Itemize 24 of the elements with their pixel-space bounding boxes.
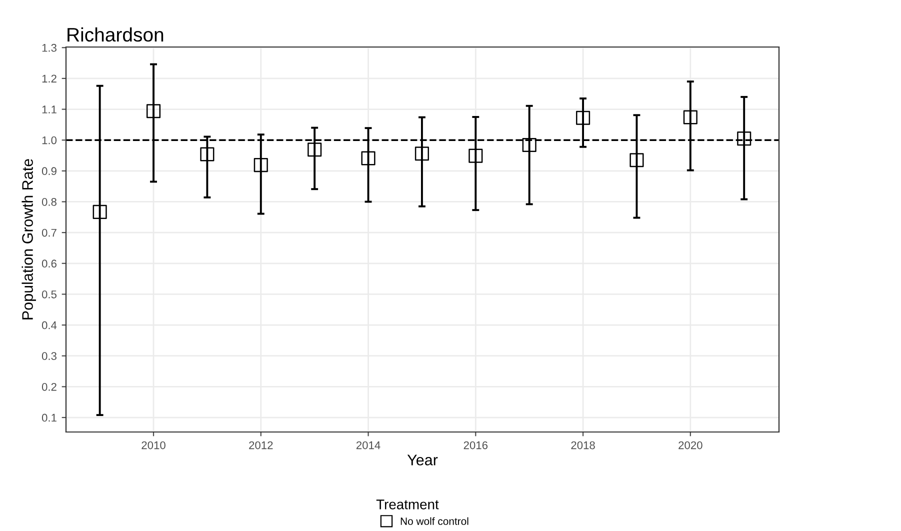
y-tick-label: 0.4 <box>42 321 57 330</box>
y-tick-label: 1.3 <box>42 44 56 52</box>
y-tick-label: 0.1 <box>42 414 56 422</box>
y-tick-label: 1.0 <box>42 136 57 144</box>
y-axis-title: Population Growth Rate <box>22 159 36 320</box>
x-tick-label: 2016 <box>464 441 488 450</box>
legend-label: No wolf control <box>400 517 468 525</box>
x-axis-title: Year <box>407 454 438 466</box>
y-tick-label: 0.5 <box>42 290 57 298</box>
y-tick-label: 0.8 <box>42 198 56 206</box>
x-tick-label: 2018 <box>571 441 595 450</box>
chart-title: Richardson <box>68 27 164 42</box>
y-tick-label: 1.2 <box>42 74 56 82</box>
legend-title: Treatment <box>376 500 439 510</box>
y-tick-label: 0.6 <box>42 260 56 268</box>
x-tick-label: 2010 <box>142 441 166 450</box>
y-tick-label: 0.7 <box>42 228 56 237</box>
x-tick-label: 2014 <box>356 441 380 450</box>
y-tick-label: 1.1 <box>42 106 56 114</box>
x-tick-label: 2020 <box>678 441 702 450</box>
x-tick-label: 2012 <box>249 441 273 450</box>
y-tick-label: 0.2 <box>42 382 56 391</box>
y-tick-label: 0.3 <box>42 352 56 360</box>
y-tick-label: 0.9 <box>42 167 56 176</box>
